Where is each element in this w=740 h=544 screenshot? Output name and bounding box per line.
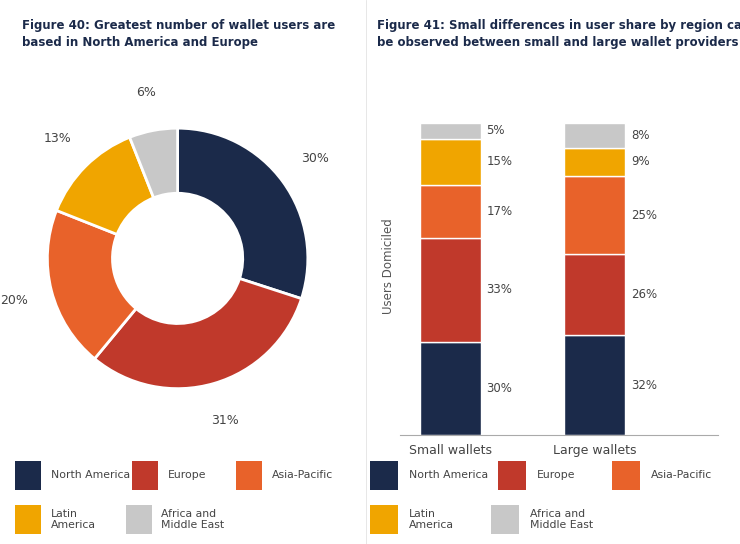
Text: 30%: 30% xyxy=(300,152,329,165)
Text: 32%: 32% xyxy=(631,379,657,392)
Bar xyxy=(420,186,480,238)
Bar xyxy=(15,461,41,490)
Text: Europe: Europe xyxy=(537,471,576,480)
Text: 25%: 25% xyxy=(631,208,657,221)
Text: 17%: 17% xyxy=(486,206,513,218)
Text: Latin
America: Latin America xyxy=(409,509,454,530)
Text: Asia-Pacific: Asia-Pacific xyxy=(650,471,712,480)
Text: 20%: 20% xyxy=(0,294,27,307)
Text: Europe: Europe xyxy=(168,471,206,480)
Wedge shape xyxy=(178,128,308,299)
Bar xyxy=(126,505,152,534)
Text: Latin
America: Latin America xyxy=(50,509,95,530)
Bar xyxy=(370,505,398,534)
Text: Figure 40: Greatest number of wallet users are
based in North America and Europe: Figure 40: Greatest number of wallet use… xyxy=(22,19,335,49)
Bar xyxy=(565,148,625,176)
Text: 8%: 8% xyxy=(631,129,650,142)
Text: 26%: 26% xyxy=(631,288,657,301)
Wedge shape xyxy=(130,128,178,198)
Text: Asia-Pacific: Asia-Pacific xyxy=(272,471,333,480)
Text: Africa and
Middle East: Africa and Middle East xyxy=(161,509,224,530)
Bar xyxy=(565,335,625,435)
Bar xyxy=(565,176,625,254)
Bar xyxy=(420,123,480,139)
Y-axis label: Users Domiciled: Users Domiciled xyxy=(383,219,395,314)
Wedge shape xyxy=(56,137,154,234)
Text: 9%: 9% xyxy=(631,156,650,169)
Bar xyxy=(370,461,398,490)
Text: 5%: 5% xyxy=(486,124,505,137)
Bar xyxy=(491,505,519,534)
Text: 30%: 30% xyxy=(486,382,512,395)
Text: 13%: 13% xyxy=(44,132,72,145)
Bar xyxy=(498,461,526,490)
Bar xyxy=(565,123,625,148)
Bar xyxy=(236,461,262,490)
Bar xyxy=(132,461,158,490)
Bar xyxy=(420,139,480,186)
Text: 15%: 15% xyxy=(486,156,512,169)
Wedge shape xyxy=(95,279,301,388)
Text: 33%: 33% xyxy=(486,283,512,296)
Bar xyxy=(420,238,480,342)
Text: Figure 41: Small differences in user share by region can
be observed between sma: Figure 41: Small differences in user sha… xyxy=(377,19,740,49)
Bar xyxy=(611,461,640,490)
Bar xyxy=(420,342,480,435)
Text: Africa and
Middle East: Africa and Middle East xyxy=(530,509,593,530)
Wedge shape xyxy=(47,211,136,358)
Text: North America: North America xyxy=(409,471,488,480)
Text: 6%: 6% xyxy=(136,85,156,98)
Bar xyxy=(565,254,625,335)
Text: 31%: 31% xyxy=(211,415,239,428)
Bar xyxy=(15,505,41,534)
Text: North America: North America xyxy=(50,471,130,480)
